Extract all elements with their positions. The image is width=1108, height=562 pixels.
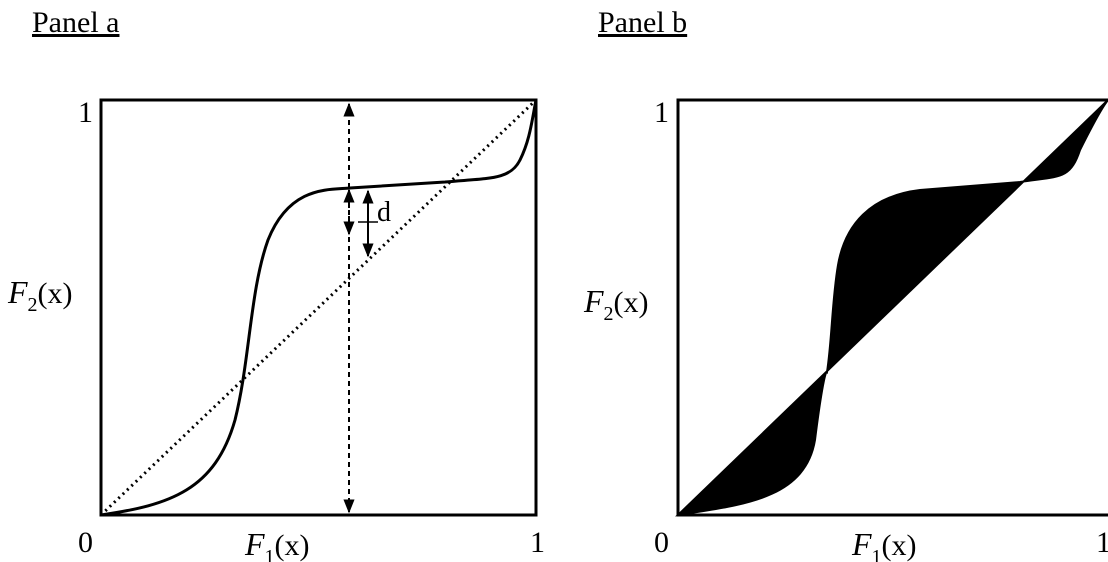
panel-b-x-tick-max: 1	[1096, 526, 1108, 559]
panel-a-frame	[99, 98, 538, 517]
panel-b: Panel b 1 0 1 F2(x) F1(x)	[583, 6, 1108, 562]
panel-a-y-tick-max: 1	[78, 96, 93, 129]
panel-b-y-tick-max: 1	[654, 96, 669, 129]
panel-b-filled-region	[675, 99, 1108, 517]
panel-b-y-axis-label: F2(x)	[583, 283, 649, 325]
panel-b-x-axis-label: F1(x)	[851, 526, 917, 562]
panel-a-y-axis-label: F2(x)	[7, 274, 73, 316]
panel-a-f2-curve	[100, 99, 538, 517]
panel-a-title: Panel a	[32, 6, 119, 39]
panel-a-x-tick-min: 0	[78, 526, 93, 559]
panel-b-title: Panel b	[598, 6, 687, 39]
panel-b-frame	[676, 98, 1108, 517]
panel-a-d-label: d	[377, 197, 391, 228]
panel-a-x-tick-max: 1	[530, 526, 545, 559]
panel-b-x-tick-min: 0	[654, 526, 669, 559]
panel-a: Panel a d 1 0 1 F2(x) F1(x)	[7, 6, 545, 562]
panel-a-x-axis-label: F1(x)	[244, 526, 310, 562]
panel-a-diagonal	[99, 98, 538, 517]
